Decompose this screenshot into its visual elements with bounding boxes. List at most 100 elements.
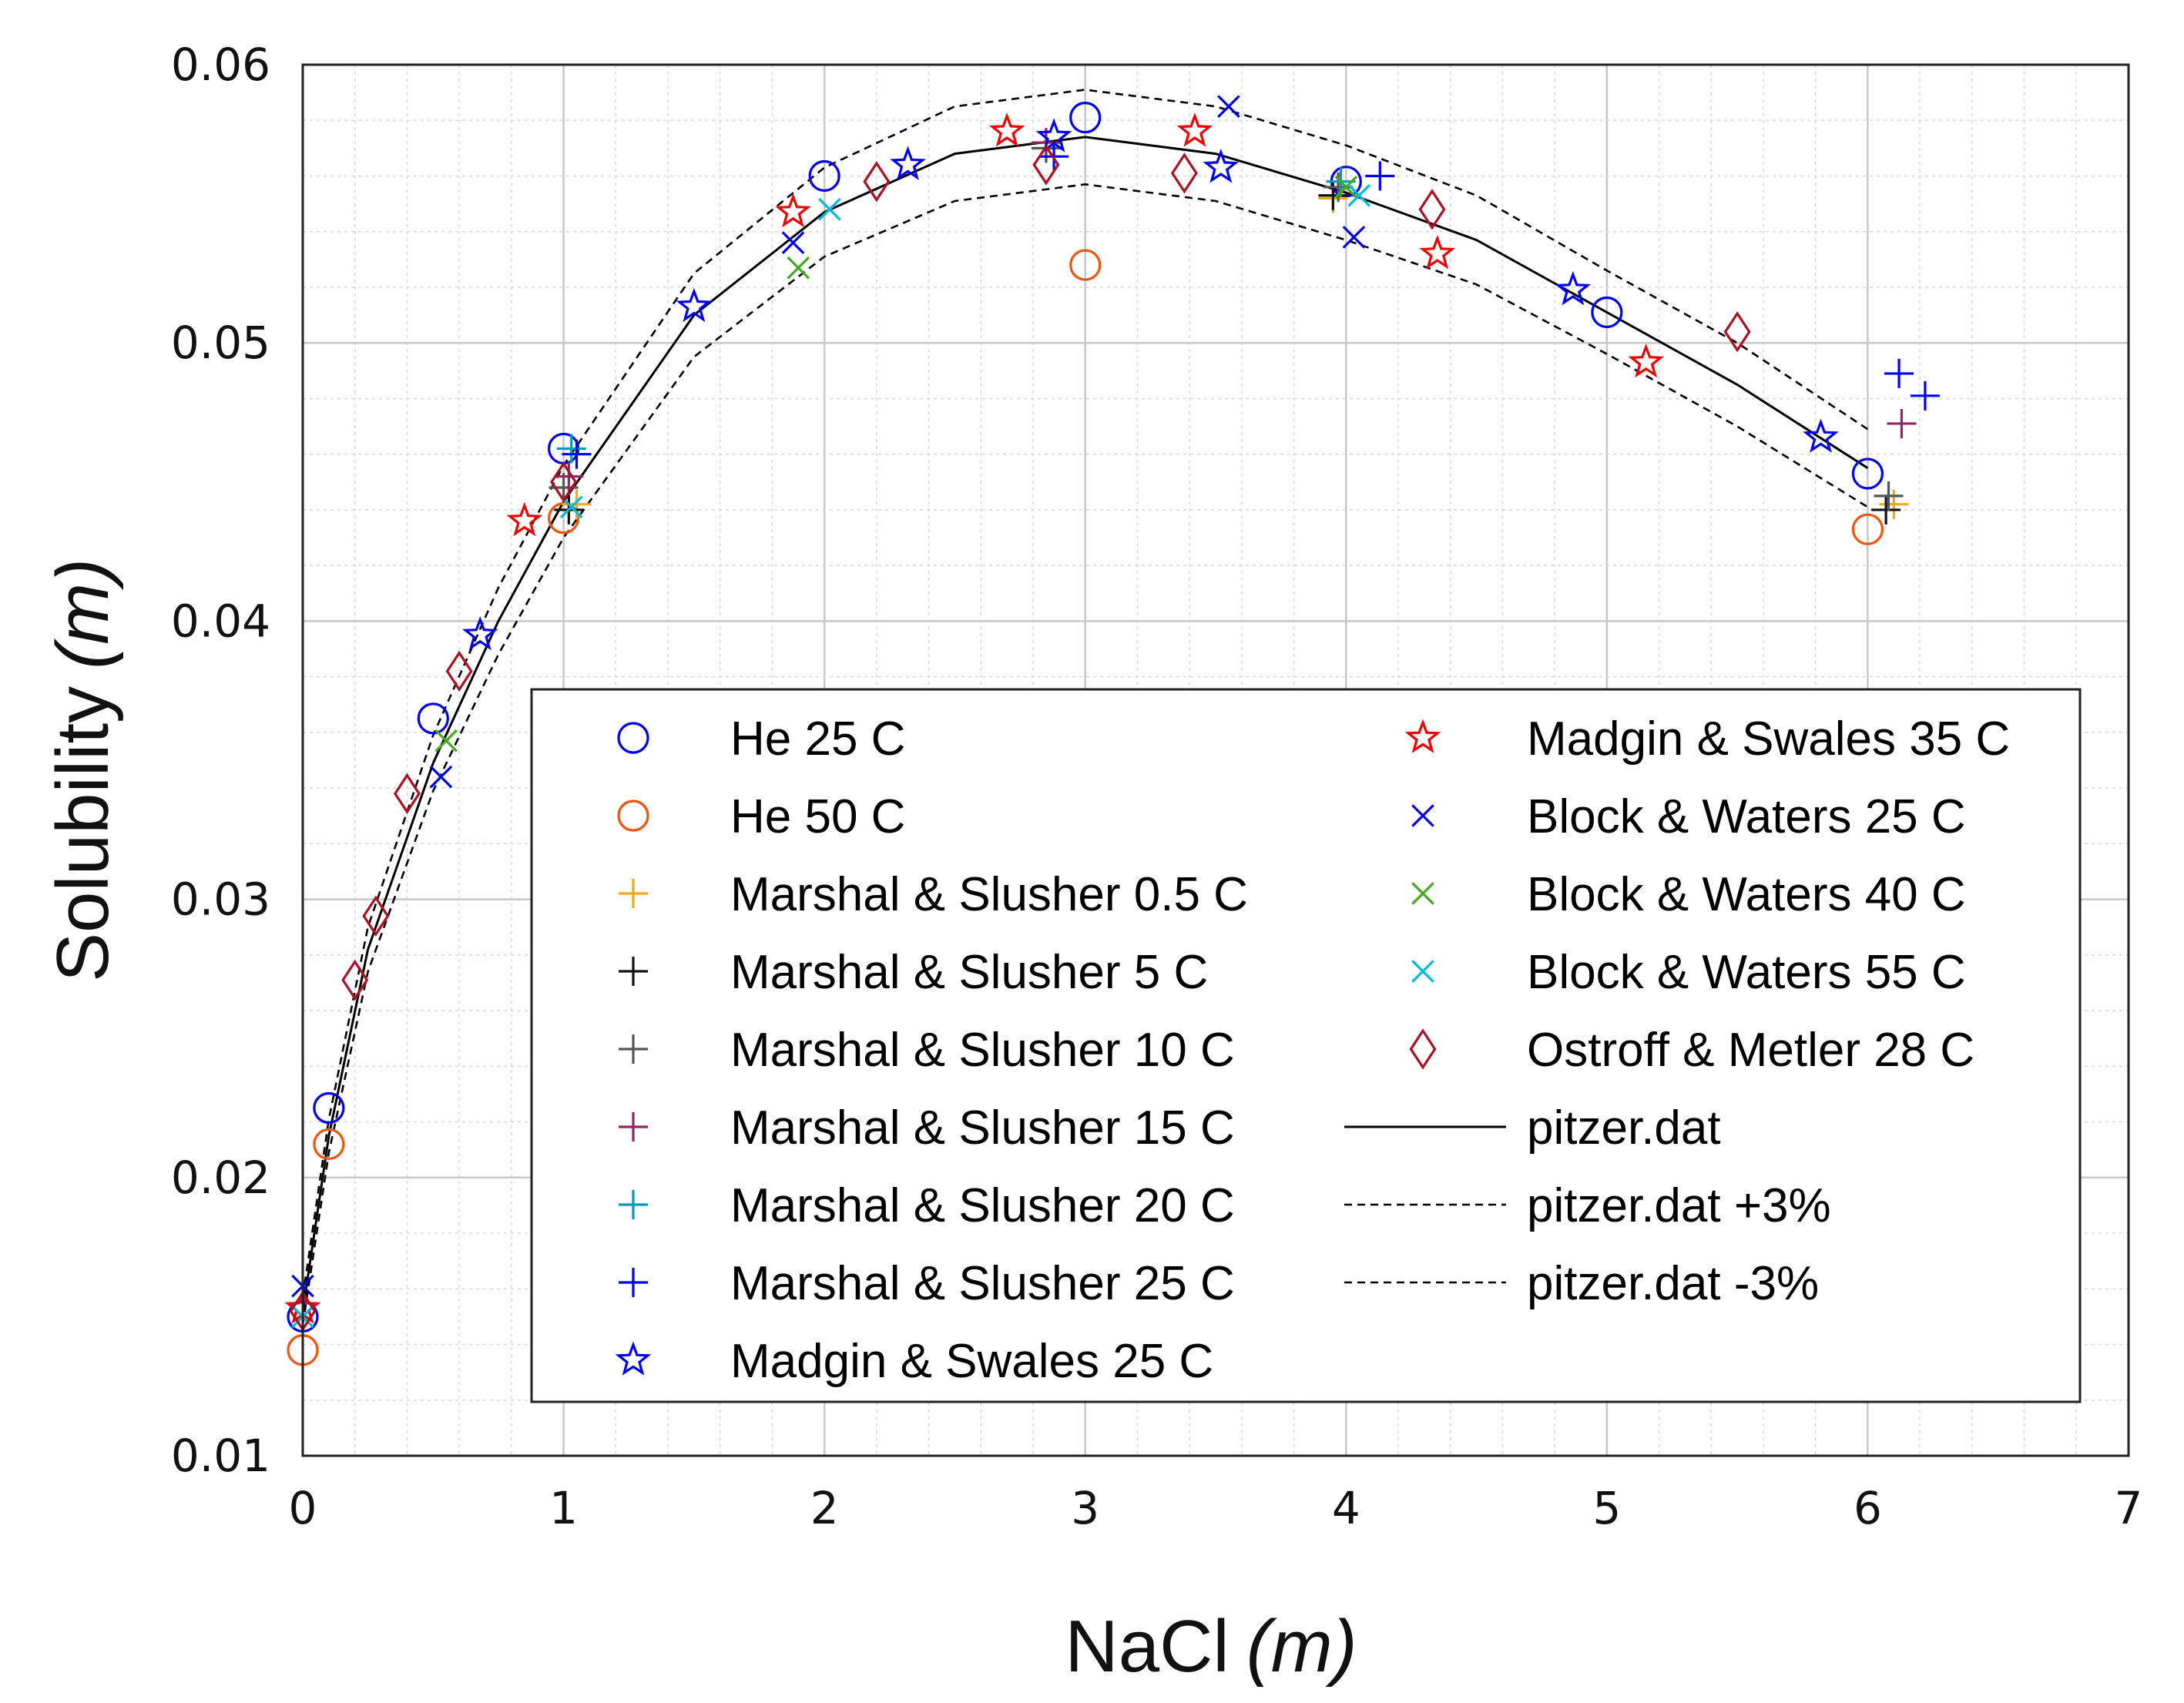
legend: He 25 C He 50 C Marshal & Slusher 0.5 C Mar… bbox=[530, 688, 2082, 1403]
legend-label: Marshal & Slusher 20 C bbox=[730, 1179, 1235, 1232]
data-point-diamond bbox=[362, 895, 390, 937]
data-point-diamond bbox=[1032, 144, 1060, 186]
data-point-diamond bbox=[393, 773, 421, 815]
data-point-star bbox=[506, 501, 543, 537]
legend-marker-star bbox=[1404, 719, 1441, 753]
x-axis-label: NaCl bbox=[1065, 1605, 1229, 1688]
y-tick-label: 0.05 bbox=[171, 317, 270, 369]
data-point-circle bbox=[1851, 513, 1884, 545]
data-point-x bbox=[787, 256, 810, 280]
data-point-x bbox=[1347, 183, 1371, 207]
data-point-plus bbox=[1910, 380, 1940, 411]
legend-box bbox=[530, 688, 2082, 1403]
legend-label: Ostroff & Metler 28 C bbox=[1527, 1024, 1974, 1077]
legend-marker-circle bbox=[617, 800, 649, 832]
data-point-star bbox=[775, 193, 811, 228]
data-point-x bbox=[434, 729, 458, 753]
y-tick-label: 0.06 bbox=[171, 39, 270, 91]
legend-label: Marshal & Slusher 5 C bbox=[730, 946, 1208, 999]
data-point-x bbox=[781, 231, 805, 254]
data-point-star bbox=[1628, 343, 1664, 378]
y-tick-label: 0.03 bbox=[171, 873, 270, 926]
data-point-plus bbox=[1874, 481, 1904, 511]
y-tick-label: 0.01 bbox=[171, 1430, 270, 1482]
data-point-diamond bbox=[863, 161, 891, 203]
y-tick-label: 0.04 bbox=[171, 595, 270, 647]
data-point-plus bbox=[554, 461, 584, 491]
legend-label: pitzer.dat bbox=[1527, 1101, 1721, 1155]
data-point-star bbox=[1419, 235, 1456, 270]
data-point-x bbox=[1334, 176, 1358, 199]
data-point-plus bbox=[1365, 161, 1395, 191]
data-point-circle bbox=[417, 702, 449, 735]
x-tick-label: 1 bbox=[549, 1482, 578, 1534]
data-point-star bbox=[676, 287, 713, 323]
legend-label: pitzer.dat -3% bbox=[1527, 1257, 1819, 1310]
data-point-x bbox=[1217, 95, 1240, 118]
data-point-circle bbox=[1851, 458, 1884, 490]
legend-label: pitzer.dat +3% bbox=[1527, 1179, 1831, 1232]
legend-marker-plus bbox=[619, 879, 648, 908]
data-point-x bbox=[818, 198, 841, 221]
legend-label: Block & Waters 55 C bbox=[1527, 946, 1966, 999]
data-point-star bbox=[1803, 418, 1839, 453]
data-point-x bbox=[1342, 226, 1366, 249]
data-point-diamond bbox=[1418, 189, 1446, 230]
data-point-star bbox=[1203, 149, 1240, 183]
data-point-circle bbox=[1591, 296, 1623, 329]
legend-label: Madgin & Swales 25 C bbox=[730, 1335, 1213, 1388]
y-axis-label: Solubility bbox=[42, 686, 124, 982]
legend-label: Marshal & Slusher 0.5 C bbox=[730, 868, 1248, 921]
legend-marker-x bbox=[1411, 960, 1434, 983]
data-point-plus bbox=[1879, 489, 1909, 519]
y-axis-unit: (m) bbox=[42, 558, 124, 669]
data-point-plus bbox=[556, 434, 586, 464]
x-axis-title: NaCl (m) bbox=[1065, 1605, 1357, 1688]
data-point-star bbox=[1176, 112, 1213, 147]
legend-label: He 50 C bbox=[730, 790, 905, 843]
legend-marker-plus bbox=[619, 957, 648, 986]
pitzer-band-curve bbox=[301, 89, 1869, 1298]
data-point-plus bbox=[1871, 494, 1901, 525]
y-axis-title: Solubility (m) bbox=[42, 558, 124, 982]
legend-label: He 25 C bbox=[730, 712, 905, 766]
legend-marker-plus bbox=[619, 1268, 648, 1297]
tick-labels: 0 1 2 3 4 5 6 7 0.01 0.02 0.03 0.04 0.05 0.06 bbox=[171, 39, 2143, 1534]
x-tick-label: 5 bbox=[1592, 1482, 1621, 1534]
plot-frame bbox=[301, 63, 2130, 1457]
data-point-plus bbox=[562, 489, 592, 519]
y-tick-label: 0.02 bbox=[171, 1152, 270, 1204]
legend-marker-diamond bbox=[1409, 1028, 1437, 1070]
legend-marker-plus bbox=[619, 1034, 648, 1064]
data-point-plus bbox=[1884, 358, 1914, 388]
legend-marker-x bbox=[1411, 882, 1434, 905]
x-tick-label: 2 bbox=[810, 1482, 839, 1534]
legend-marker-circle bbox=[617, 722, 649, 754]
data-point-diamond bbox=[1170, 153, 1198, 194]
data-point-diamond bbox=[1723, 311, 1751, 353]
data-point-diamond bbox=[445, 650, 473, 692]
data-point-circle bbox=[808, 159, 840, 193]
data-point-plus bbox=[1318, 180, 1348, 210]
data-point-star bbox=[1035, 118, 1072, 153]
x-tick-label: 7 bbox=[2115, 1482, 2143, 1534]
legend-label: Marshal & Slusher 10 C bbox=[730, 1024, 1235, 1077]
data-point-circle bbox=[1069, 102, 1102, 134]
data-point-diamond bbox=[550, 461, 578, 503]
data-point-star bbox=[988, 112, 1025, 147]
x-tick-label: 0 bbox=[289, 1482, 317, 1534]
model-curves bbox=[301, 89, 1869, 1326]
data-point-x bbox=[429, 765, 453, 789]
data-point-star bbox=[1555, 271, 1592, 306]
pitzer-curve bbox=[301, 136, 1869, 1312]
x-axis-unit: (m) bbox=[1246, 1605, 1357, 1688]
data-point-circle bbox=[313, 1091, 345, 1125]
legend-label: Marshal & Slusher 25 C bbox=[730, 1257, 1235, 1310]
data-point-circle bbox=[1069, 249, 1102, 281]
legend-label: Marshal & Slusher 15 C bbox=[730, 1101, 1235, 1155]
data-point-plus bbox=[1323, 172, 1354, 202]
data-point-star bbox=[461, 615, 498, 651]
legend-label: Block & Waters 40 C bbox=[1527, 868, 1966, 921]
data-point-plus bbox=[562, 439, 592, 469]
